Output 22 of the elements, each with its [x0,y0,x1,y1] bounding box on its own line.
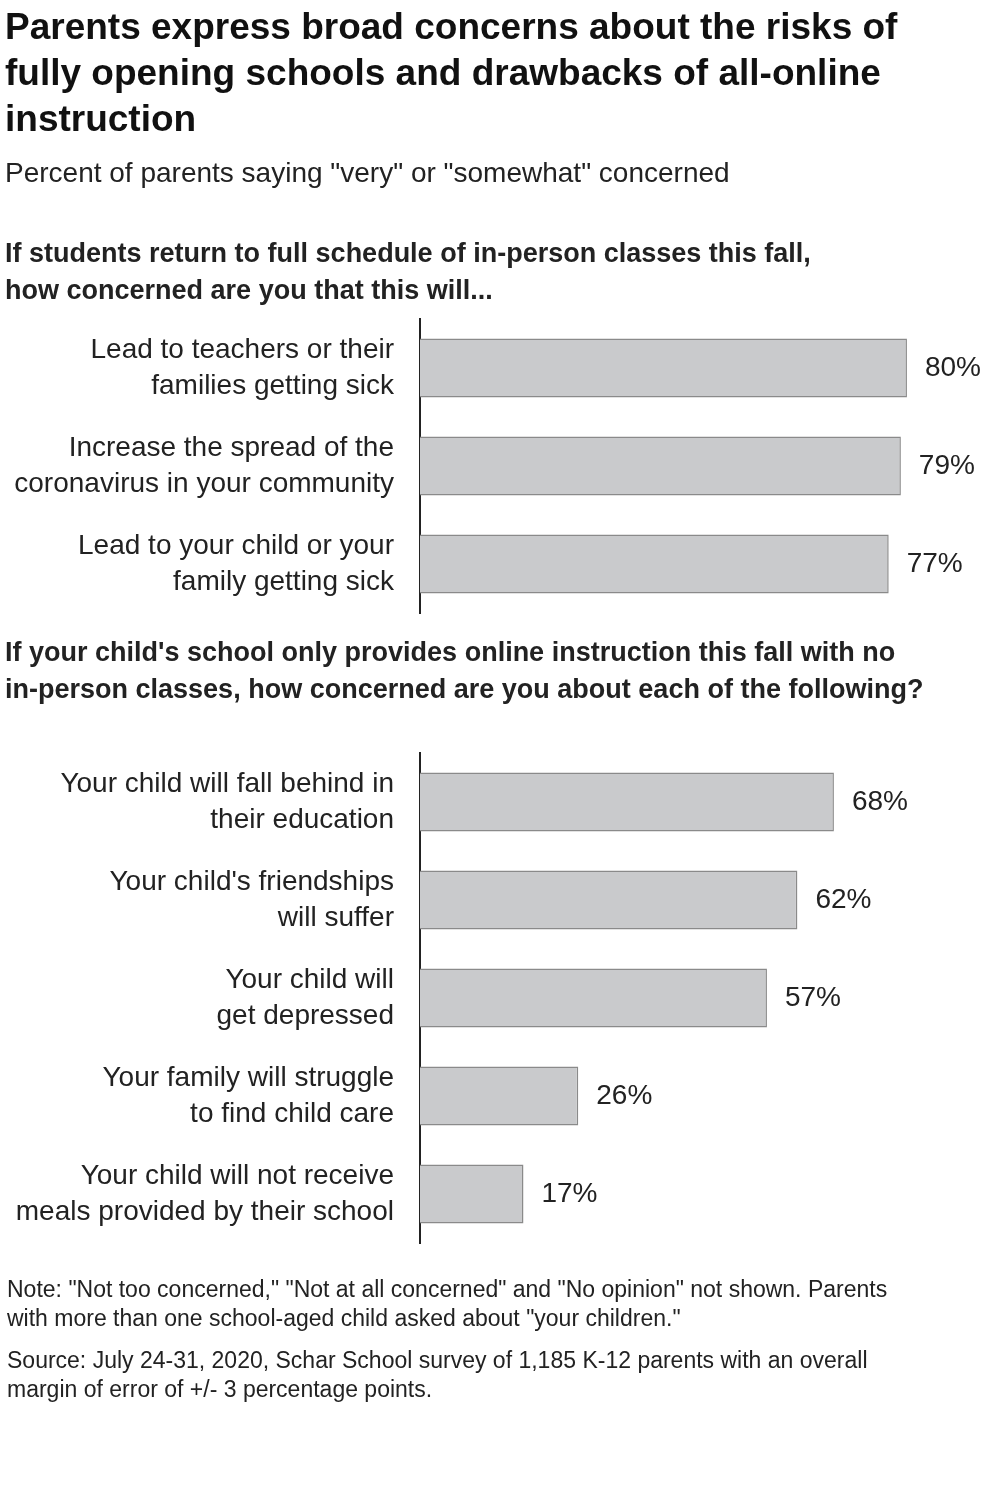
y-tick-label: Lead to your child or your family getting sick [78,528,395,596]
data-label: 80% [924,350,981,382]
text: Percent of parents saying "very" or "somewhat" concerned [5,157,730,188]
data-label: 62% [815,882,872,914]
chart-title: If students return to full schedule of in-person classes this fall, how concerned are you that this will... [5,238,811,305]
chart-title: Parents express broad concerns about the risks of fully opening schools and drawbacks of all-online instruction [5,6,898,139]
data-label: 68% [851,784,908,816]
data-label: 79% [918,448,975,480]
chart-title: If your child's school only provides online instruction this fall with no in-person classes, how concerned are you about each of the following? [5,637,924,704]
y-tick-label: Your child will get depressed [216,962,394,1030]
data-label: 17% [541,1176,598,1208]
y-tick-label: Lead to teachers or their families getting sick [90,332,395,400]
y-tick-label: Your child will not receive meals provided by their school [15,1158,394,1226]
data-label: 77% [906,546,963,578]
y-tick-label: Your child will fall behind in their education [60,766,394,834]
data-label: 57% [784,980,841,1012]
data-label: 26% [596,1078,653,1110]
y-tick-label: Increase the spread of the coronavirus in your community [14,430,394,498]
y-tick-label: Your family will struggle to find child care [102,1060,394,1128]
text: Source: July 24-31, 2020, Schar School survey of 1,185 K-12 parents with an overall margin of error of +/- 3 percentage points. [7,1347,868,1402]
text: Note: "Not too concerned," "Not at all concerned" and "No opinion" not shown. Parents with more than one school-aged child asked about "your children." [7,1276,888,1331]
y-tick-label: Your child's friendships will suffer [109,864,394,932]
